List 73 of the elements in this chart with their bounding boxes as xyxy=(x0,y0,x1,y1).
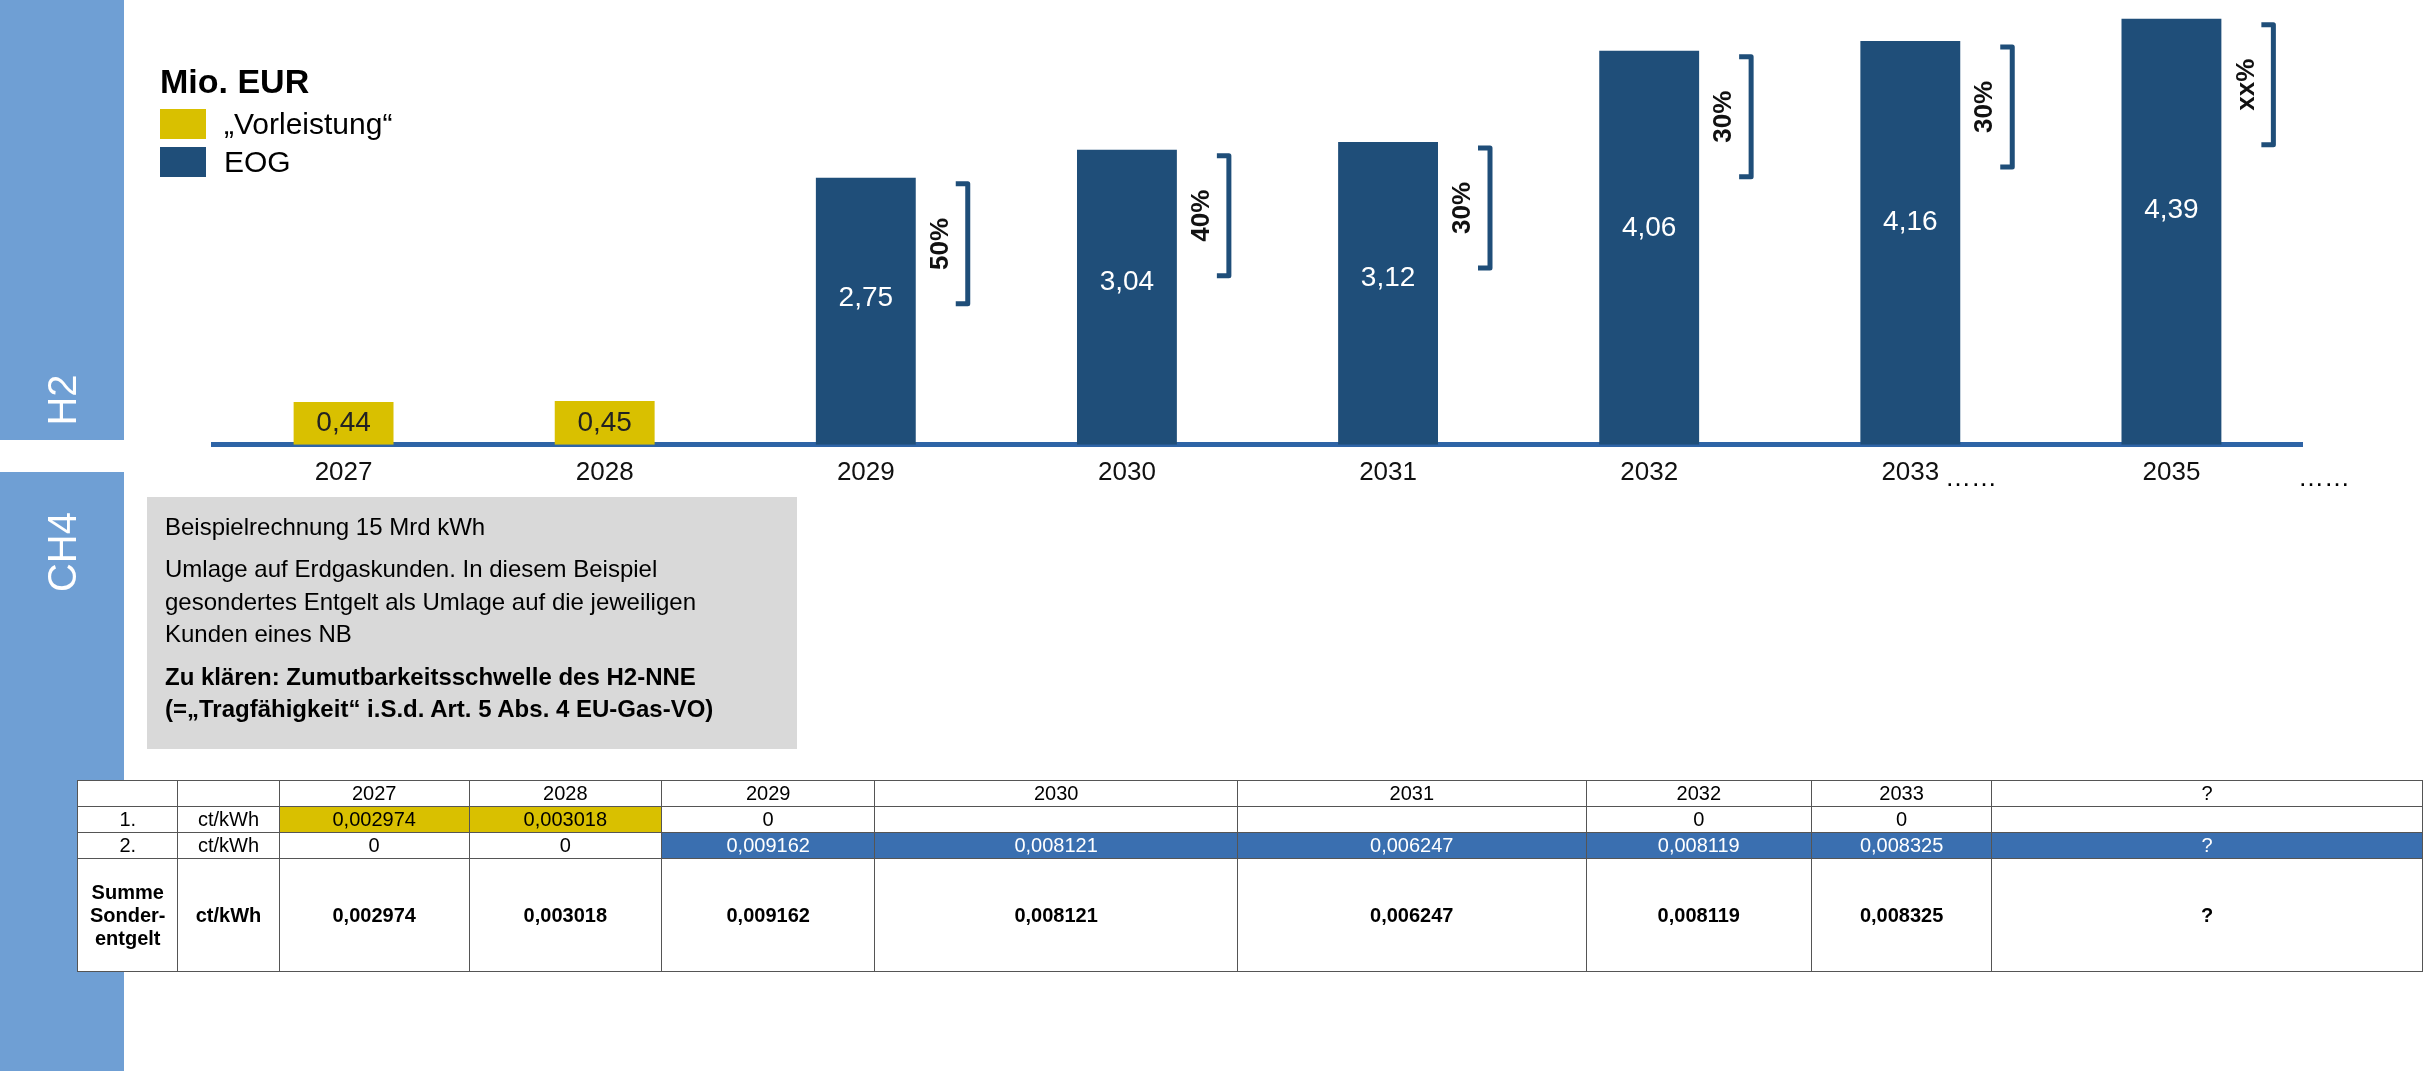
text: CH4 xyxy=(39,511,85,593)
text: 0,008325 xyxy=(1811,832,1992,859)
text: 0,008325 xyxy=(1811,858,1992,972)
x-tick-label: 2031 xyxy=(1359,455,1417,486)
x-tick-label: 2030 xyxy=(1098,455,1156,486)
text: 2028 xyxy=(469,780,662,807)
text: 0,003018 xyxy=(469,858,662,972)
text: ? xyxy=(1991,832,2423,859)
data-label: 3,04 xyxy=(1099,265,1155,297)
text: ct/kWh xyxy=(177,858,280,972)
data-label: 4,16 xyxy=(1883,205,1938,237)
annotation: 40% xyxy=(1185,189,1216,242)
text: …… xyxy=(2298,462,2350,493)
text: 0 xyxy=(279,832,470,859)
text: 2. xyxy=(77,832,178,859)
text: 2032 xyxy=(1586,780,1812,807)
text: 0 xyxy=(661,806,875,833)
text: 1. xyxy=(77,806,178,833)
text: Zu klären: Zumutbarkeitsschwelle des H2-NNE (=„Tragfähigkeit“ i.S.d. Art. 5 Abs. 4 EU-Gas-VO) xyxy=(165,661,715,724)
data-label: 4,06 xyxy=(1621,210,1677,242)
x-tick-label: 2027 xyxy=(314,455,373,486)
x-tick-label: 2028 xyxy=(575,455,634,486)
text: ct/kWh xyxy=(177,832,280,859)
data-label: 3,12 xyxy=(1360,260,1416,292)
text: Summe Sonder-entgelt xyxy=(77,858,178,972)
text: 2033 xyxy=(1811,780,1992,807)
data-label: 4,39 xyxy=(2144,193,2199,225)
annotation: 30% xyxy=(1446,181,1477,234)
text: 0,008121 xyxy=(874,858,1238,972)
text: 0,003018 xyxy=(469,806,662,833)
text: Umlage auf Erdgaskunden. In diesem Beispiel gesondertes Entgelt als Umlage auf die jeweiligen Kunden eines NB xyxy=(165,554,697,650)
text: ct/kWh xyxy=(177,806,280,833)
text: 0,008119 xyxy=(1586,858,1812,972)
text: Beispielrechnung 15 Mrd kWh xyxy=(165,512,487,542)
annotation: 50% xyxy=(923,217,954,270)
text: 0,009162 xyxy=(661,858,875,972)
text: ? xyxy=(1991,858,2423,972)
annotation: 30% xyxy=(1968,80,1999,134)
x-tick-label: 2032 xyxy=(1620,455,1679,486)
bar xyxy=(2121,18,2222,445)
annotation: xx% xyxy=(2229,58,2260,111)
text: 0,008119 xyxy=(1586,832,1812,859)
data-label: 0,44 xyxy=(316,406,371,438)
data-label: 0,45 xyxy=(577,405,632,437)
text: 0,002974 xyxy=(279,858,470,972)
text: 2030 xyxy=(874,780,1238,807)
text: 0,009162 xyxy=(661,832,875,859)
text: 0 xyxy=(1811,806,1992,833)
annotation: 30% xyxy=(1707,90,1738,143)
text: ? xyxy=(1991,780,2423,807)
x-tick-label: 2033 xyxy=(1881,455,1940,486)
legend-label: „Vorleistung“ xyxy=(224,107,393,141)
x-tick-label: 2029 xyxy=(836,455,895,486)
text: H2 xyxy=(39,374,85,426)
text: 0 xyxy=(469,832,662,859)
bar xyxy=(815,177,916,445)
text: 0,006247 xyxy=(1237,858,1587,972)
text: 2031 xyxy=(1237,780,1587,807)
legend-label: EOG xyxy=(224,145,291,179)
text: …… xyxy=(1945,462,1997,493)
text: 0,006247 xyxy=(1237,832,1587,859)
text: 0,002974 xyxy=(279,806,470,833)
data-label: 2,75 xyxy=(838,280,894,312)
text: 0 xyxy=(1586,806,1812,833)
text: 2029 xyxy=(661,780,875,807)
bar xyxy=(1860,41,1961,445)
text: 0,008121 xyxy=(874,832,1238,859)
x-tick-label: 2035 xyxy=(2142,455,2201,486)
legend-title: Mio. EUR xyxy=(160,62,311,101)
bar xyxy=(1338,141,1438,445)
bar xyxy=(1599,50,1700,445)
bar xyxy=(1077,149,1177,445)
text: 2027 xyxy=(279,780,470,807)
